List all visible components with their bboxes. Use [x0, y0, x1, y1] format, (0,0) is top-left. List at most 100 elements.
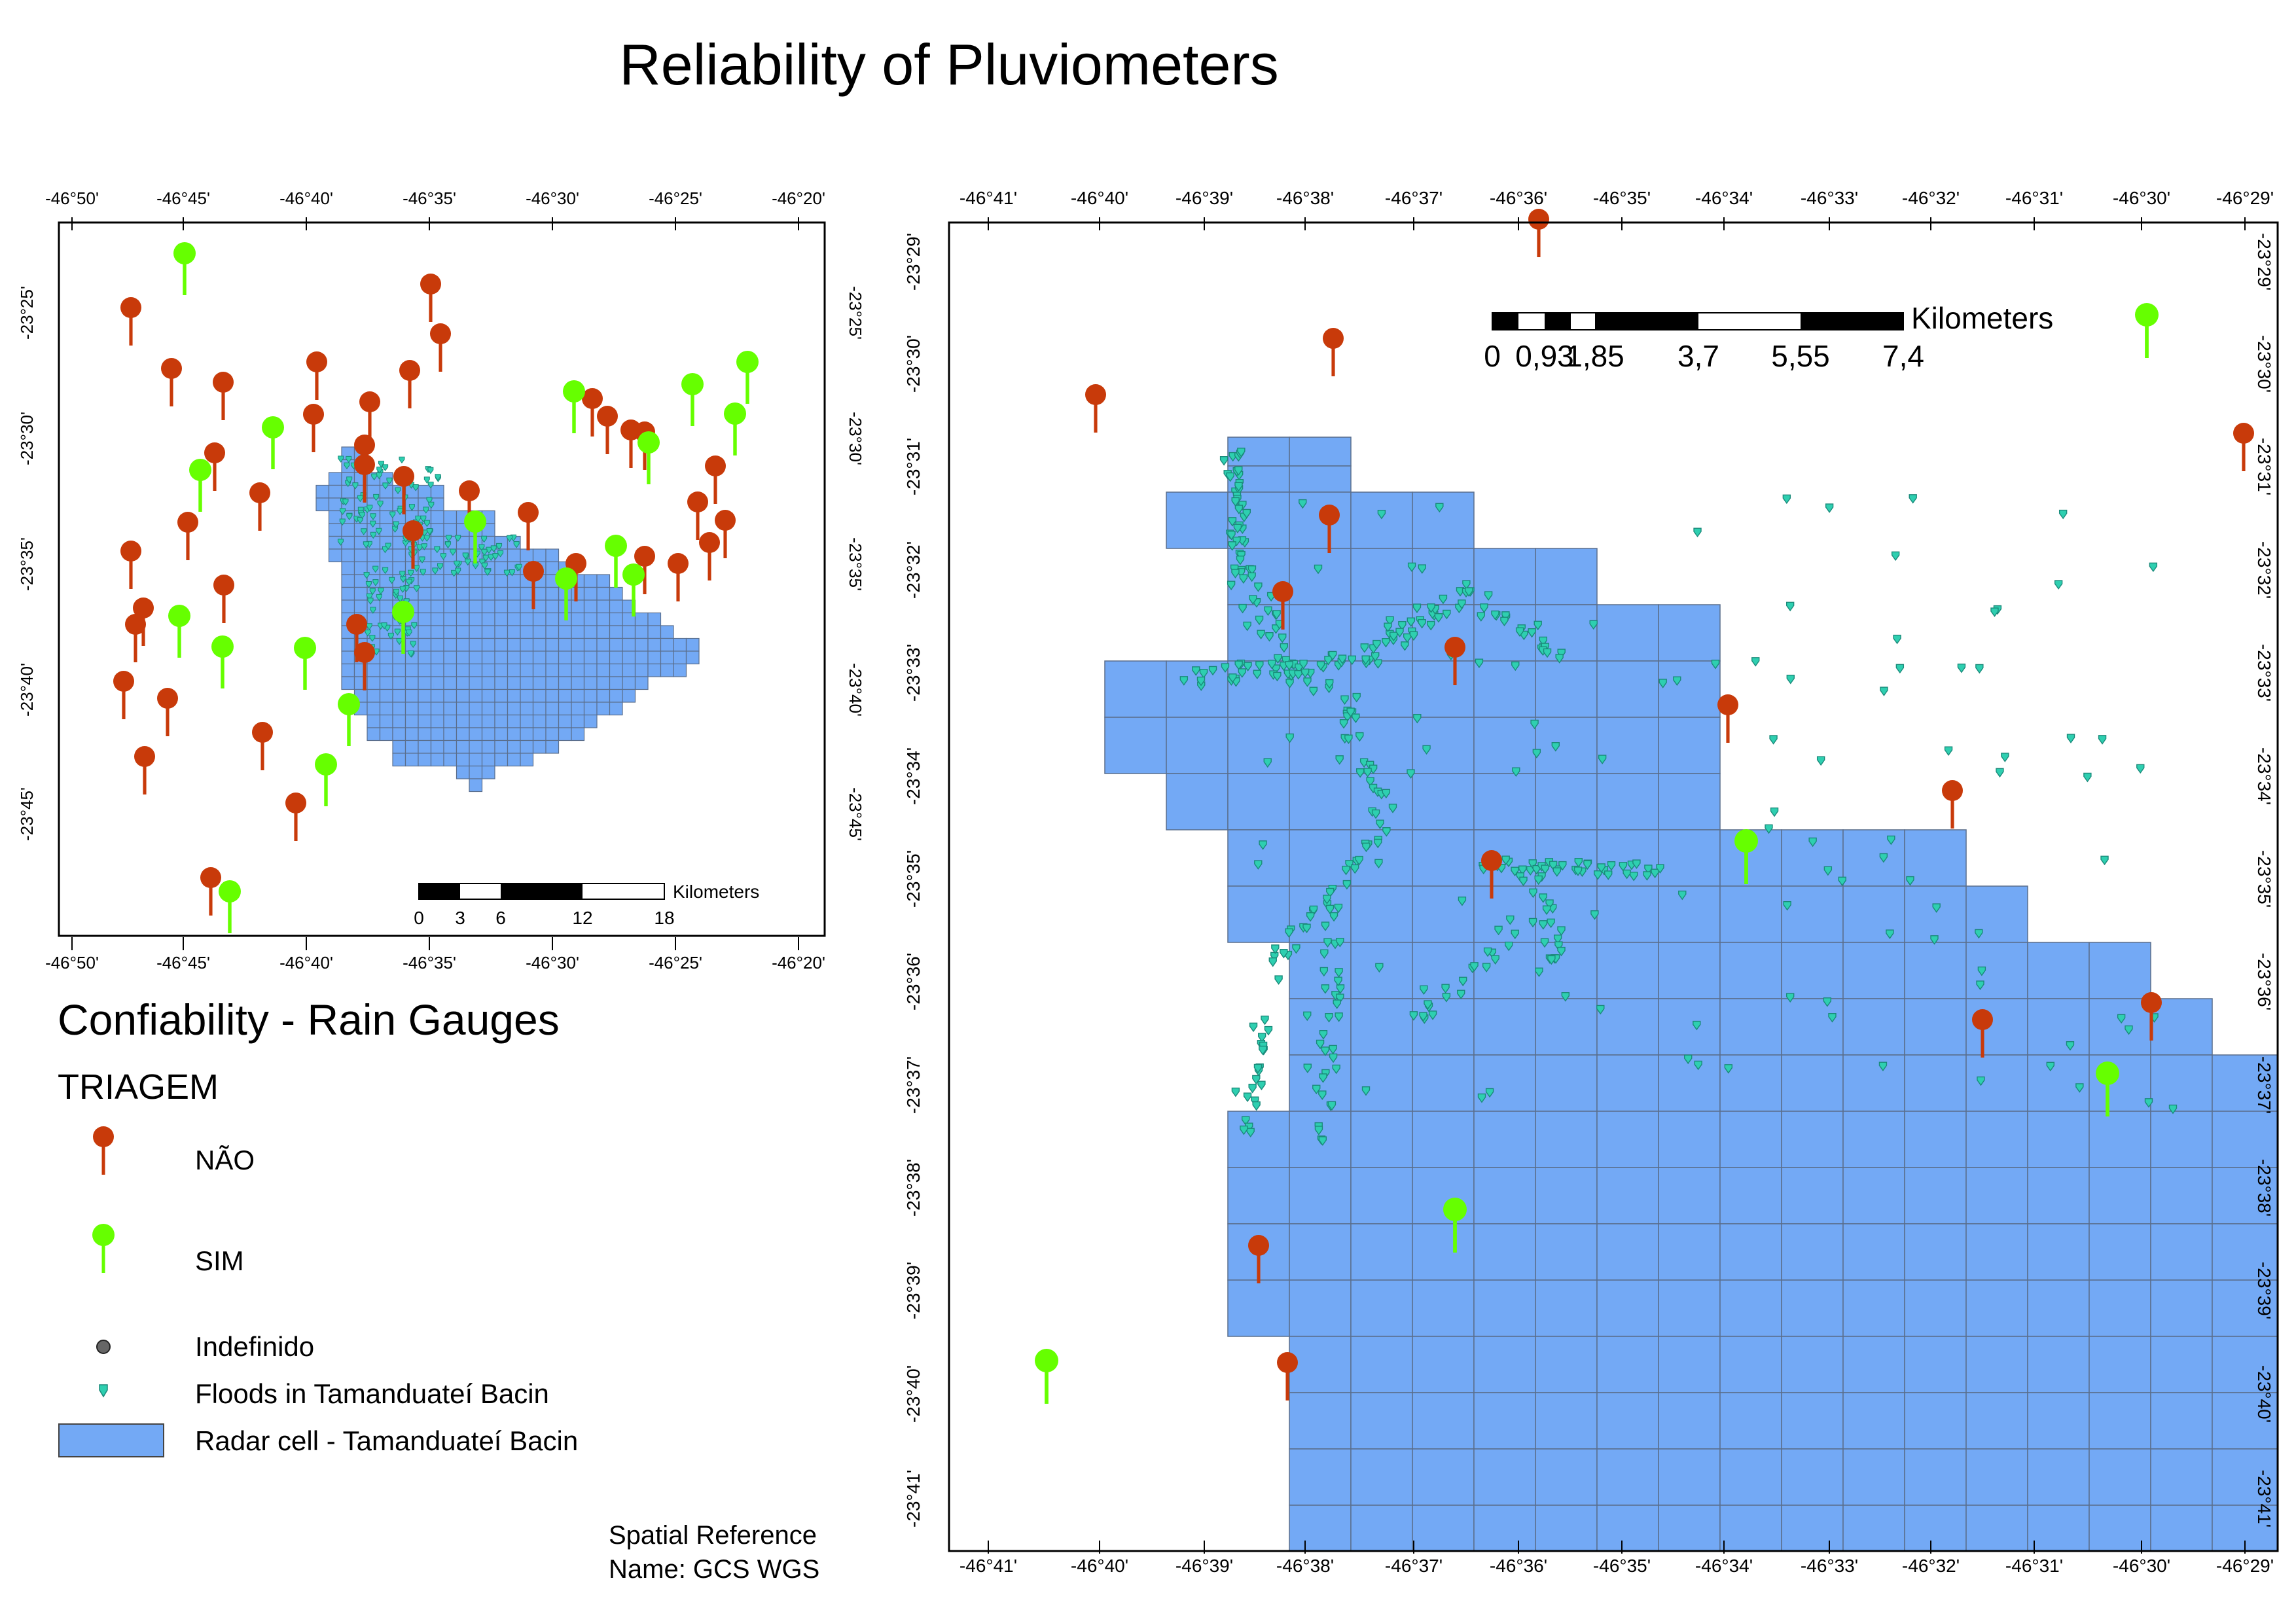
tick-label: -46°39'	[1175, 188, 1233, 208]
nao-gauge	[285, 793, 306, 841]
flood-marker	[462, 552, 469, 560]
tick-label: -23°33'	[903, 644, 924, 702]
radar-cell	[443, 586, 457, 601]
radar-cell	[469, 688, 483, 703]
radar-cell	[545, 740, 560, 754]
flood-marker	[2083, 772, 2092, 783]
tick-label: -46°30'	[526, 953, 579, 972]
radar-cell	[430, 753, 444, 767]
radar-cell	[1904, 1167, 1967, 1224]
legend-label-floods: Floods in Tamanduateí Bacin	[195, 1378, 549, 1409]
nao-gauge	[120, 541, 141, 589]
flood-marker	[1465, 587, 1473, 597]
radar-cell	[481, 688, 495, 703]
tick-label: -23°45'	[17, 787, 37, 841]
flood-marker	[367, 505, 373, 512]
overview-map[interactable]: -46°50' -46°45' -46°40' -46°35' -46°30' -46°2…	[0, 0, 877, 995]
radar-cell	[379, 676, 393, 690]
radar-cell	[367, 688, 381, 703]
flood-marker	[455, 567, 461, 575]
radar-cell	[1350, 491, 1413, 549]
tick-label: -46°34'	[1695, 1556, 1753, 1576]
flood-marker	[346, 513, 353, 520]
flood-marker	[2144, 1098, 2153, 1108]
detail-flood-markers	[1179, 448, 2178, 1146]
flood-marker	[421, 543, 427, 550]
radar-cell	[1350, 885, 1413, 943]
flood-marker	[381, 622, 387, 630]
nao-gauge	[399, 360, 420, 408]
flood-marker	[1678, 890, 1687, 901]
flood-marker	[1786, 993, 1795, 1003]
sim-gauge	[189, 459, 211, 512]
radar-cell	[1596, 1336, 1659, 1393]
flood-marker	[1407, 562, 1416, 573]
tick-label: -23°36'	[903, 953, 924, 1010]
flood-marker	[1273, 671, 1282, 682]
flood-marker	[1785, 601, 1795, 612]
flood-marker	[481, 535, 488, 543]
flood-marker	[406, 579, 412, 586]
radar-cell	[520, 651, 534, 665]
flood-marker	[1893, 634, 1901, 645]
detail-map[interactable]: -46°41' -46°40' -46°39' -46°38' -46°37' -46°3…	[877, 0, 2296, 1623]
flood-marker	[1234, 482, 1243, 492]
flood-marker	[2117, 1014, 2126, 1024]
flood-marker	[1274, 975, 1283, 985]
flood-marker	[1252, 1101, 1261, 1111]
radar-cell	[2150, 1167, 2213, 1224]
flood-marker	[1532, 749, 1541, 758]
radar-cell	[1104, 717, 1167, 774]
radar-cell	[1473, 942, 1536, 999]
flood-marker	[1434, 613, 1443, 623]
radar-cell	[379, 727, 393, 741]
radar-cell	[507, 599, 521, 614]
flood-marker	[1303, 677, 1312, 687]
tick-label: -23°41'	[903, 1470, 924, 1527]
flood-marker	[386, 477, 393, 485]
radar-cell	[1596, 604, 1659, 662]
radar-cell	[571, 727, 585, 741]
radar-cell	[1412, 1279, 1475, 1337]
tick-label: -23°38'	[2254, 1159, 2274, 1217]
flood-marker	[1427, 603, 1435, 613]
radar-cell	[1289, 1167, 1352, 1224]
flood-marker	[396, 637, 403, 645]
flood-marker	[397, 595, 404, 603]
flood-marker	[1388, 804, 1397, 813]
flood-marker	[1990, 607, 1999, 617]
nao-gauge	[582, 388, 603, 437]
flood-marker	[427, 467, 434, 474]
radar-cell	[469, 740, 483, 754]
flood-marker	[406, 629, 412, 637]
flood-marker	[503, 569, 510, 577]
radar-cell	[1535, 1279, 1598, 1337]
tick-label: -23°32'	[903, 541, 924, 599]
radar-cell	[367, 663, 381, 677]
radar-cell	[1473, 548, 1536, 605]
tick-label: -46°40'	[279, 188, 333, 208]
tick-label: -46°38'	[1276, 188, 1334, 208]
flood-marker	[1257, 630, 1265, 640]
radar-cell	[1289, 660, 1352, 718]
tick-label: -23°40'	[846, 663, 865, 717]
red-pin-icon	[93, 1126, 114, 1175]
flood-marker	[1825, 503, 1834, 513]
flood-marker	[1372, 639, 1381, 650]
radar-cell	[469, 574, 483, 588]
flood-marker	[1208, 666, 1217, 676]
flood-marker	[1232, 537, 1241, 546]
radar-cell	[558, 676, 572, 690]
flood-marker	[1321, 1046, 1330, 1056]
radar-cell	[596, 688, 611, 703]
flood-marker	[1231, 569, 1240, 579]
flood-marker	[1228, 541, 1236, 551]
radar-cell	[520, 740, 534, 754]
tick-label: -23°30'	[903, 335, 924, 393]
spatial-reference-label: Spatial Reference	[609, 1521, 817, 1550]
tick-label: -23°25'	[17, 286, 37, 340]
radar-cell	[2212, 1505, 2278, 1552]
nao-gauge	[668, 553, 689, 601]
radar-cell	[469, 778, 483, 793]
nao-gauge	[1248, 1235, 1269, 1283]
